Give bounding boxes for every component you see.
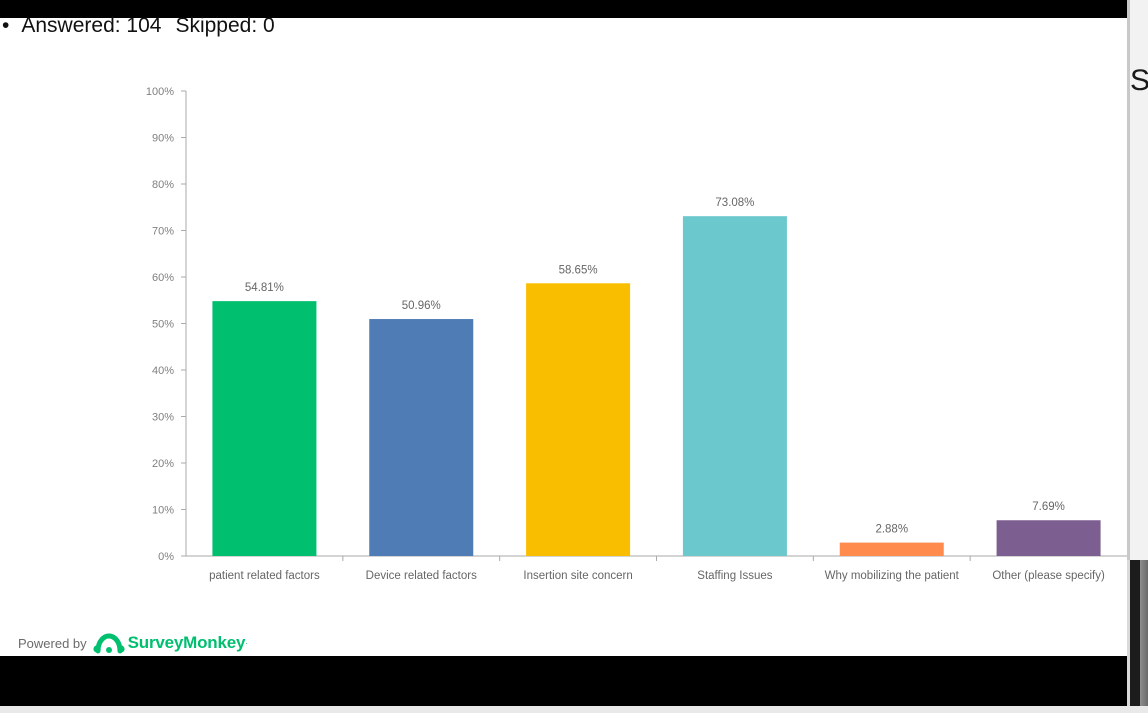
- y-tick-label: 70%: [152, 226, 174, 238]
- bar: [369, 319, 474, 556]
- y-tick-label: 0%: [158, 551, 174, 563]
- x-category-label: patient related factors: [209, 570, 320, 582]
- trademark-mark: ·: [245, 638, 248, 648]
- y-tick-label: 20%: [152, 458, 174, 470]
- surveymonkey-footer: Powered by SurveyMonkey ·: [18, 631, 248, 655]
- response-summary: • Answered: 104 Skipped: 0: [2, 14, 275, 38]
- right-edge-panel-light: [1127, 0, 1148, 560]
- side-text: S: [1130, 64, 1148, 97]
- y-tick-label: 40%: [152, 365, 174, 377]
- y-tick-label: 90%: [152, 133, 174, 145]
- powered-by-text: Powered by: [18, 635, 87, 651]
- bar-value-label: 50.96%: [402, 300, 441, 312]
- bottom-black-bar: [0, 656, 1127, 706]
- bar-value-label: 58.65%: [559, 264, 598, 276]
- bottom-strip: [0, 706, 1148, 713]
- bar-value-label: 2.88%: [875, 524, 908, 536]
- surveymonkey-brand: SurveyMonkey: [127, 633, 246, 652]
- bar-value-label: 7.69%: [1032, 501, 1065, 513]
- y-tick-label: 60%: [152, 272, 174, 284]
- bullet-icon: •: [2, 14, 10, 37]
- bar-value-label: 54.81%: [245, 282, 284, 294]
- bar: [996, 520, 1101, 556]
- bar: [839, 542, 944, 556]
- y-tick-label: 100%: [146, 86, 174, 98]
- bar-chart: 0% 10% 20% 30% 40% 50% 60% 70% 80% 90% 100% 54.81% p…: [146, 86, 1127, 582]
- bar: [212, 301, 317, 556]
- skipped-count: Skipped: 0: [175, 14, 275, 37]
- bar-value-label: 73.08%: [715, 197, 754, 209]
- x-category-label: Insertion site concern: [523, 570, 632, 582]
- y-tick-label: 10%: [152, 505, 174, 517]
- y-tick-label: 80%: [152, 179, 174, 191]
- x-category-label: Why mobilizing the patient: [825, 570, 960, 582]
- x-category-label: Staffing Issues: [697, 570, 772, 582]
- bar: [526, 283, 631, 556]
- bar: [682, 216, 787, 557]
- y-tick-label: 50%: [152, 319, 174, 331]
- answered-count: Answered: 104: [21, 14, 162, 37]
- top-black-bar: [0, 0, 1127, 18]
- x-category-label: Other (please specify): [992, 570, 1105, 582]
- x-category-label: Device related factors: [366, 570, 477, 582]
- y-tick-label: 30%: [152, 412, 174, 424]
- surveymonkey-logo-icon: [93, 633, 125, 654]
